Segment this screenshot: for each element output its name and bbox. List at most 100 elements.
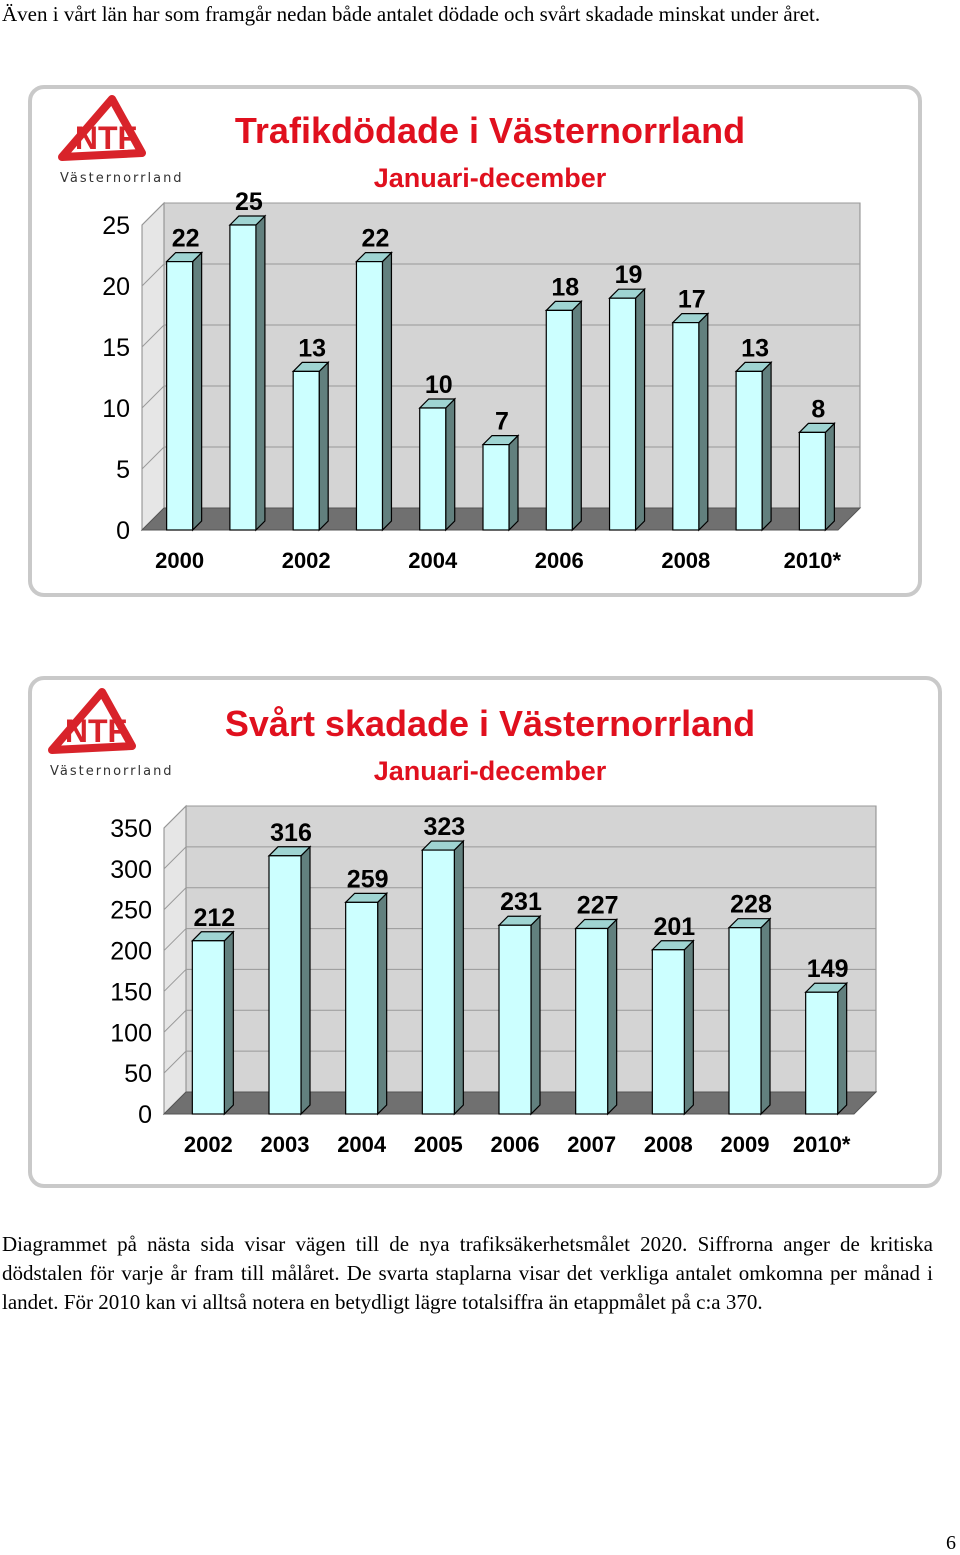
gridline-side — [163, 887, 187, 911]
bar-face — [608, 297, 637, 531]
gridline-side — [163, 969, 187, 992]
bar — [797, 421, 836, 532]
x-tick-label: 2005 — [414, 1132, 463, 1157]
y-tick-label: 5 — [116, 456, 130, 484]
y-tick-label: 25 — [102, 212, 130, 240]
page-number: 6 — [946, 1532, 956, 1554]
chart-serious-injuries: NTF Västernorrland 0 50 100 150 200 250 300 350 21… — [48, 688, 878, 1157]
bar-face — [345, 901, 379, 1115]
gridline-side — [141, 324, 165, 348]
bar — [734, 360, 773, 532]
gridline-side — [163, 805, 187, 829]
bar — [418, 397, 457, 532]
data-label: 323 — [423, 813, 465, 841]
logo-text: NTF — [65, 713, 127, 749]
chart-side-wall — [163, 804, 187, 1116]
chart-subtitle: Januari-december — [374, 756, 607, 786]
gridline-side — [141, 263, 165, 287]
data-label: 22 — [362, 225, 390, 253]
bar-side — [255, 214, 266, 532]
bar-side — [445, 397, 456, 532]
logo-triangle-icon — [48, 688, 136, 754]
bar-side — [571, 299, 582, 532]
bar-face — [166, 261, 194, 531]
bar — [497, 914, 542, 1116]
x-tick-label: 2006 — [535, 548, 584, 573]
chart-fatalities: NTF Västernorrland 0 5 10 15 20 25 22 2000 25 13 200… — [58, 95, 862, 573]
bar — [190, 930, 235, 1116]
bar-side — [530, 914, 541, 1116]
bar — [650, 939, 695, 1116]
data-label: 227 — [577, 892, 619, 920]
chart-title: Svårt skadade i Västernorrland — [225, 703, 755, 744]
gridline-side — [163, 1050, 187, 1074]
data-label: 259 — [347, 865, 389, 893]
bar — [544, 299, 583, 532]
logo-text: NTF — [75, 120, 137, 156]
bar — [574, 918, 619, 1116]
data-label: 13 — [298, 334, 326, 362]
chart-title: Trafikdödade i Västernorrland — [235, 110, 745, 151]
bar — [355, 251, 393, 532]
x-tick-label: 2000 — [155, 548, 204, 573]
bar — [481, 434, 520, 532]
data-label: 231 — [500, 888, 542, 916]
data-label: 13 — [741, 334, 769, 362]
y-tick-label: 15 — [102, 334, 130, 362]
y-tick-label: 10 — [102, 395, 130, 423]
data-label: 7 — [495, 408, 509, 436]
bar-side — [508, 434, 519, 532]
y-tick-label: 20 — [102, 273, 130, 301]
bar-side — [683, 939, 694, 1116]
y-tick-label: 150 — [110, 978, 152, 1006]
bar-side — [223, 930, 234, 1116]
x-tick-label: 2007 — [567, 1132, 616, 1157]
x-tick-label: 2009 — [721, 1132, 770, 1157]
gridline-side — [141, 202, 165, 226]
bar-face — [421, 849, 455, 1115]
logo-region-text: Västernorrland — [60, 171, 184, 186]
bar-face — [498, 924, 532, 1115]
bar-side — [453, 839, 464, 1116]
y-tick-label: 300 — [110, 856, 152, 884]
data-label: 17 — [678, 286, 706, 314]
data-label: 228 — [730, 891, 772, 919]
bar-face — [575, 927, 609, 1115]
bar-face — [651, 949, 685, 1115]
bar-face — [191, 940, 225, 1115]
bar-side — [760, 917, 771, 1116]
bar-side — [824, 421, 835, 532]
data-label: 316 — [270, 819, 312, 847]
gridline-side — [141, 385, 165, 409]
gridline-side — [163, 928, 187, 951]
x-tick-label: 2002 — [282, 548, 331, 573]
bar-side — [607, 918, 618, 1116]
y-tick-label: 200 — [110, 938, 152, 966]
bar-face — [735, 370, 763, 531]
y-tick-label: 0 — [116, 517, 130, 545]
bar-side — [634, 287, 646, 532]
bar-face — [355, 261, 384, 531]
bar-face — [268, 855, 302, 1115]
y-tick-label: 100 — [110, 1019, 152, 1047]
x-tick-label: 2010* — [784, 548, 842, 573]
y-tick-label: 250 — [110, 897, 152, 925]
x-tick-label: 2010* — [793, 1132, 851, 1157]
x-tick-label: 2008 — [644, 1132, 693, 1157]
bar-side — [377, 891, 388, 1116]
x-tick-label: 2008 — [661, 548, 710, 573]
bar — [267, 845, 312, 1116]
bar-face — [728, 927, 762, 1115]
bar — [804, 981, 849, 1116]
bar-side — [192, 251, 203, 532]
bar — [671, 312, 710, 532]
chart-panel-injuries: NTF Västernorrland 0 50 100 150 200 250 300 350 21… — [28, 676, 942, 1188]
bar-face — [419, 407, 447, 531]
data-label: 149 — [807, 955, 849, 983]
chart-panel-fatalities: NTF Västernorrland 0 5 10 15 20 25 22 2000 25 13 200… — [28, 85, 922, 597]
intro-paragraph: Även i vårt län har som framgår nedan bå… — [2, 2, 821, 26]
gridline-side — [163, 1009, 187, 1033]
gridline-side — [141, 446, 165, 470]
data-label: 19 — [615, 261, 643, 289]
bar — [291, 360, 330, 532]
